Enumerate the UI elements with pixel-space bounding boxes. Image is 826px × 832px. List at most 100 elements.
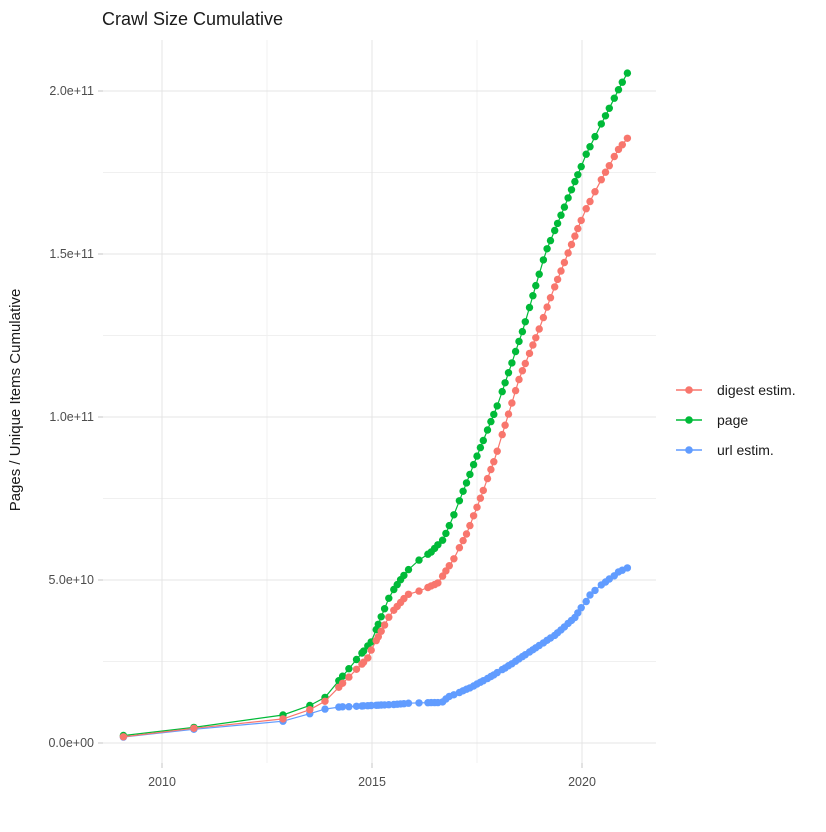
data-point (535, 270, 543, 278)
data-point (605, 162, 613, 170)
y-tick-label-1e11: 1.0e+11 (49, 410, 94, 424)
data-point (490, 410, 498, 419)
data-point (511, 386, 520, 395)
data-point (591, 132, 599, 141)
data-point (529, 341, 537, 349)
data-point (473, 452, 481, 460)
data-point (374, 633, 382, 641)
data-point (445, 562, 453, 570)
data-point (450, 511, 458, 519)
data-point (529, 292, 537, 300)
data-point (560, 258, 569, 267)
data-point (377, 627, 385, 635)
data-point (434, 541, 442, 549)
data-point (551, 226, 559, 235)
data-point (462, 479, 471, 487)
data-point (306, 706, 314, 714)
data-point (571, 232, 579, 240)
data-point (577, 216, 585, 225)
data-point (490, 458, 498, 466)
data-point (586, 143, 594, 151)
data-point (338, 703, 347, 711)
data-point (450, 555, 458, 563)
series-layer (119, 69, 632, 741)
data-point (438, 536, 447, 544)
data-point (404, 590, 413, 598)
data-point (535, 325, 543, 333)
data-point (564, 194, 572, 202)
data-point (564, 249, 572, 257)
data-point (462, 530, 471, 538)
data-point (380, 621, 389, 629)
data-point (601, 168, 610, 176)
legend-label-url: url estim. (717, 442, 774, 458)
data-point (321, 705, 329, 713)
data-point (539, 313, 548, 322)
data-point (518, 367, 527, 375)
data-point (345, 673, 353, 681)
data-point (605, 104, 613, 113)
tickmark-layer (98, 90, 583, 768)
data-point (119, 733, 128, 741)
data-point (543, 303, 551, 311)
data-point (190, 724, 198, 732)
data-point (487, 417, 495, 426)
data-point (374, 620, 382, 628)
data-point (498, 430, 506, 439)
data-point (577, 604, 585, 612)
data-point (385, 613, 393, 621)
data-point (487, 465, 495, 474)
y-tick-label-2e11: 2.0e+11 (49, 84, 94, 98)
data-point (498, 387, 506, 396)
data-point (539, 256, 548, 264)
data-point (532, 334, 540, 342)
data-point (473, 503, 481, 511)
x-tick-label-2020: 2020 (568, 775, 596, 789)
data-point (455, 497, 464, 505)
data-point (501, 379, 509, 387)
data-point (518, 327, 527, 336)
data-point (553, 219, 562, 228)
data-point (455, 544, 464, 552)
data-point (574, 171, 582, 179)
data-point (553, 275, 562, 284)
data-point (466, 521, 474, 530)
data-point (525, 303, 534, 312)
data-point (521, 359, 529, 368)
data-point (479, 436, 487, 445)
data-point (582, 150, 590, 158)
data-point (345, 703, 353, 711)
data-point (483, 426, 492, 434)
legend-item-url: url estim. (676, 442, 774, 458)
data-point (571, 177, 579, 186)
legend-item-page: page (676, 412, 748, 428)
data-point (551, 283, 559, 291)
data-point (591, 586, 599, 595)
data-point (560, 203, 569, 211)
data-point (567, 186, 576, 194)
data-point (476, 494, 485, 502)
data-point (610, 94, 618, 102)
x-tick-label-2015: 2015 (358, 775, 386, 789)
data-point (415, 556, 423, 564)
data-point (623, 134, 632, 142)
legend-label-page: page (717, 412, 748, 428)
data-point (479, 486, 487, 495)
data-point (466, 470, 474, 479)
data-point (574, 224, 582, 233)
data-point (511, 347, 520, 356)
legend-dot-digest (685, 386, 693, 394)
data-point (623, 69, 632, 77)
y-tick-label-15e11: 1.5e+11 (49, 247, 94, 261)
series-line-url-estim- (123, 567, 628, 738)
data-point (582, 597, 590, 606)
data-point (338, 672, 347, 680)
data-point (476, 443, 485, 452)
data-point (525, 349, 534, 358)
data-point (352, 665, 361, 673)
data-point (434, 579, 442, 587)
data-point (380, 605, 389, 613)
data-point (597, 120, 605, 128)
